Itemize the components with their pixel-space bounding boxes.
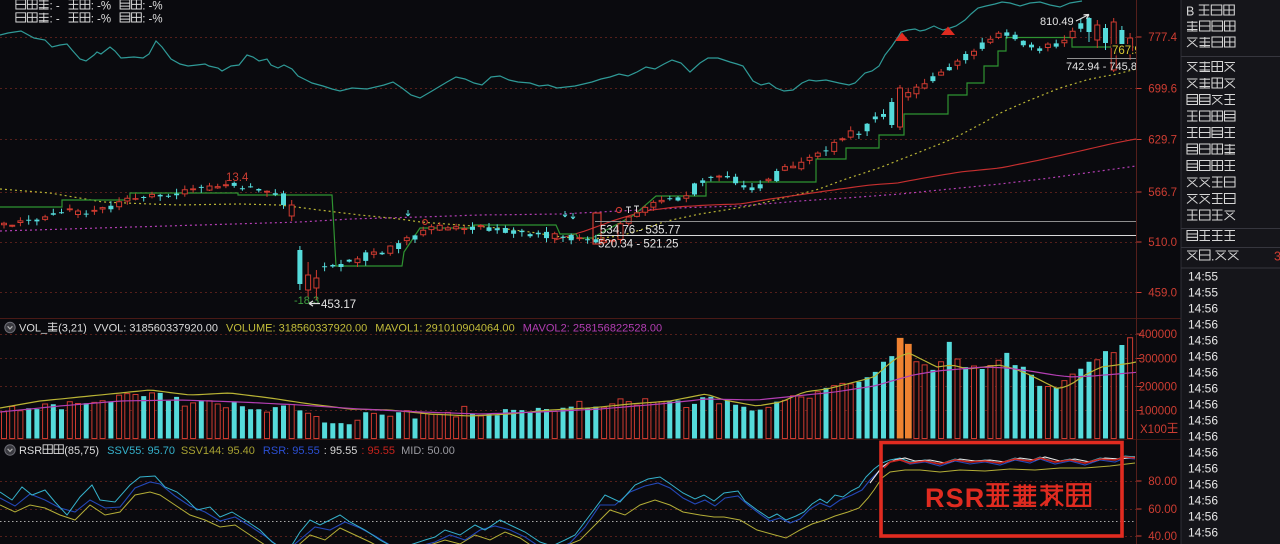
- svg-text:14:56: 14:56: [1188, 526, 1218, 540]
- svg-text:X100: X100: [1140, 424, 1167, 436]
- svg-text:699.6: 699.6: [1148, 84, 1177, 96]
- svg-text:60.00: 60.00: [1148, 504, 1177, 516]
- svg-text:: -%: : -%: [142, 14, 162, 26]
- svg-text:14:56: 14:56: [1188, 430, 1218, 444]
- svg-text:40.00: 40.00: [1148, 531, 1177, 543]
- svg-text:RSR: RSR: [19, 445, 42, 457]
- svg-text:566.7: 566.7: [1148, 187, 1177, 199]
- svg-text:200000: 200000: [1139, 382, 1177, 394]
- svg-text:14:56: 14:56: [1188, 350, 1218, 364]
- svg-text:777.4: 777.4: [1148, 32, 1177, 44]
- svg-text:100000: 100000: [1139, 406, 1177, 418]
- svg-text:300000: 300000: [1139, 354, 1177, 366]
- svg-text:14:56: 14:56: [1188, 478, 1218, 492]
- svg-text:14:55: 14:55: [1188, 286, 1218, 300]
- svg-text:35: 35: [1274, 250, 1280, 264]
- svg-text:: 95.55: : 95.55: [361, 445, 395, 457]
- svg-text:: -: : -: [50, 1, 60, 13]
- svg-text:400000: 400000: [1139, 329, 1177, 341]
- svg-text:810.49: 810.49: [1040, 16, 1074, 28]
- svg-text:SSV55: 95.70: SSV55: 95.70: [107, 445, 175, 457]
- svg-text:(3,21): (3,21): [58, 323, 87, 335]
- svg-text:629.7: 629.7: [1148, 135, 1177, 147]
- svg-text:14:56: 14:56: [1188, 334, 1218, 348]
- svg-text:VOLUME: 318560337920.00: VOLUME: 318560337920.00: [226, 323, 367, 335]
- svg-text:14:56: 14:56: [1188, 398, 1218, 412]
- svg-text:14:56: 14:56: [1188, 462, 1218, 476]
- svg-text:.: .: [1211, 250, 1214, 264]
- svg-text:80.00: 80.00: [1148, 476, 1177, 488]
- svg-text:510.0: 510.0: [1148, 237, 1177, 249]
- svg-text:520.34 - 521.25: 520.34 - 521.25: [598, 239, 679, 251]
- svg-text:742.94 - 745.8: 742.94 - 745.8: [1066, 61, 1137, 73]
- svg-text:: 95.55: : 95.55: [324, 445, 358, 457]
- svg-text:767.9: 767.9: [1112, 45, 1141, 57]
- svg-text:-18.3: -18.3: [294, 295, 319, 307]
- svg-text:13.4: 13.4: [226, 172, 249, 184]
- svg-text:B: B: [1186, 5, 1194, 19]
- svg-text:14:56: 14:56: [1188, 414, 1218, 428]
- svg-text:VOL_: VOL_: [19, 323, 48, 335]
- svg-text:MID: 50.00: MID: 50.00: [401, 445, 455, 457]
- svg-text:14:55: 14:55: [1188, 270, 1218, 284]
- svg-text:VVOL: 318560337920.00: VVOL: 318560337920.00: [94, 323, 218, 335]
- svg-text:14:56: 14:56: [1188, 446, 1218, 460]
- svg-text:459.0: 459.0: [1148, 288, 1177, 300]
- svg-text:: -%: : -%: [142, 1, 162, 13]
- svg-text:14:56: 14:56: [1188, 366, 1218, 380]
- svg-text:14:56: 14:56: [1188, 302, 1218, 316]
- svg-text:MAVOL1: 291010904064.00: MAVOL1: 291010904064.00: [375, 323, 514, 335]
- svg-text:RSR: 95.55: RSR: 95.55: [263, 445, 320, 457]
- svg-text:534.76 - 535.77: 534.76 - 535.77: [600, 225, 681, 237]
- svg-text:MAVOL2: 258156822528.00: MAVOL2: 258156822528.00: [523, 323, 662, 335]
- svg-text:RSR: RSR: [925, 483, 984, 513]
- svg-text:14:56: 14:56: [1188, 318, 1218, 332]
- svg-text:14:56: 14:56: [1188, 494, 1218, 508]
- svg-text:(85,75): (85,75): [64, 445, 99, 457]
- svg-text:: -%: : -%: [91, 14, 111, 26]
- svg-text:: -: : -: [50, 14, 60, 26]
- svg-text:SSV144: 95.40: SSV144: 95.40: [181, 445, 255, 457]
- svg-text:14:56: 14:56: [1188, 382, 1218, 396]
- svg-text:: -%: : -%: [91, 1, 111, 13]
- svg-text:453.17: 453.17: [321, 299, 356, 311]
- svg-text:14:56: 14:56: [1188, 510, 1218, 524]
